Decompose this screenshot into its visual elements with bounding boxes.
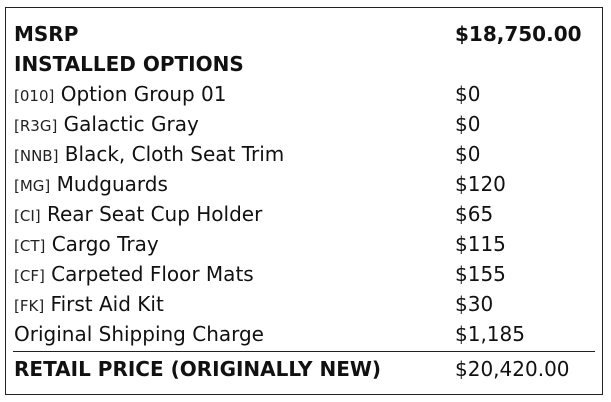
shipping-label: Original Shipping Charge	[14, 322, 264, 346]
option-price: $65	[455, 202, 494, 226]
option-row: [MG] Mudguards $120	[14, 169, 599, 199]
option-code: [010]	[14, 87, 55, 105]
option-name: Galactic Gray	[63, 112, 199, 136]
option-price: $0	[455, 82, 481, 106]
option-label: [MG] Mudguards	[14, 169, 168, 201]
option-label: [CF] Carpeted Floor Mats	[14, 259, 254, 291]
option-row: [FK] First Aid Kit $30	[14, 289, 599, 319]
option-price: $30	[455, 292, 494, 316]
option-row: [CI] Rear Seat Cup Holder $65	[14, 199, 599, 229]
option-price: $0	[455, 142, 481, 166]
option-label: [FK] First Aid Kit	[14, 289, 164, 321]
shipping-price: $1,185	[455, 322, 525, 346]
option-code: [MG]	[14, 177, 51, 195]
option-name: Black, Cloth Seat Trim	[64, 142, 285, 166]
option-row: [R3G] Galactic Gray $0	[14, 109, 599, 139]
option-row: [010] Option Group 01 $0	[14, 79, 599, 109]
shipping-row: Original Shipping Charge $1,185	[14, 319, 599, 349]
option-price: $115	[455, 232, 506, 256]
total-divider	[13, 351, 595, 352]
option-price: $155	[455, 262, 506, 286]
option-code: [CT]	[14, 237, 46, 255]
retail-row: RETAIL PRICE (ORIGINALLY NEW) $20,420.00	[14, 354, 599, 384]
msrp-price: $18,750.00	[455, 22, 582, 46]
option-name: Option Group 01	[60, 82, 227, 106]
installed-options-heading-row: INSTALLED OPTIONS	[14, 49, 599, 79]
option-name: Cargo Tray	[51, 232, 159, 256]
option-label: [R3G] Galactic Gray	[14, 109, 199, 141]
option-name: First Aid Kit	[50, 292, 164, 316]
option-code: [FK]	[14, 297, 45, 315]
option-label: [NNB] Black, Cloth Seat Trim	[14, 139, 284, 171]
option-price: $0	[455, 112, 481, 136]
option-code: [NNB]	[14, 147, 59, 165]
option-code: [R3G]	[14, 117, 58, 135]
option-label: [CT] Cargo Tray	[14, 229, 159, 261]
option-name: Rear Seat Cup Holder	[46, 202, 263, 226]
option-name: Mudguards	[56, 172, 168, 196]
option-code: [CI]	[14, 207, 41, 225]
option-name: Carpeted Floor Mats	[51, 262, 254, 286]
option-row: [CT] Cargo Tray $115	[14, 229, 599, 259]
retail-label: RETAIL PRICE (ORIGINALLY NEW)	[14, 357, 382, 381]
option-label: [010] Option Group 01	[14, 79, 227, 111]
option-row: [NNB] Black, Cloth Seat Trim $0	[14, 139, 599, 169]
price-sticker-box	[5, 7, 603, 395]
option-code: [CF]	[14, 267, 45, 285]
msrp-row: MSRP $18,750.00	[14, 19, 599, 49]
msrp-label: MSRP	[14, 22, 79, 46]
installed-options-heading: INSTALLED OPTIONS	[14, 52, 244, 76]
retail-price: $20,420.00	[455, 357, 570, 381]
option-label: [CI] Rear Seat Cup Holder	[14, 199, 262, 231]
option-row: [CF] Carpeted Floor Mats $155	[14, 259, 599, 289]
option-price: $120	[455, 172, 506, 196]
